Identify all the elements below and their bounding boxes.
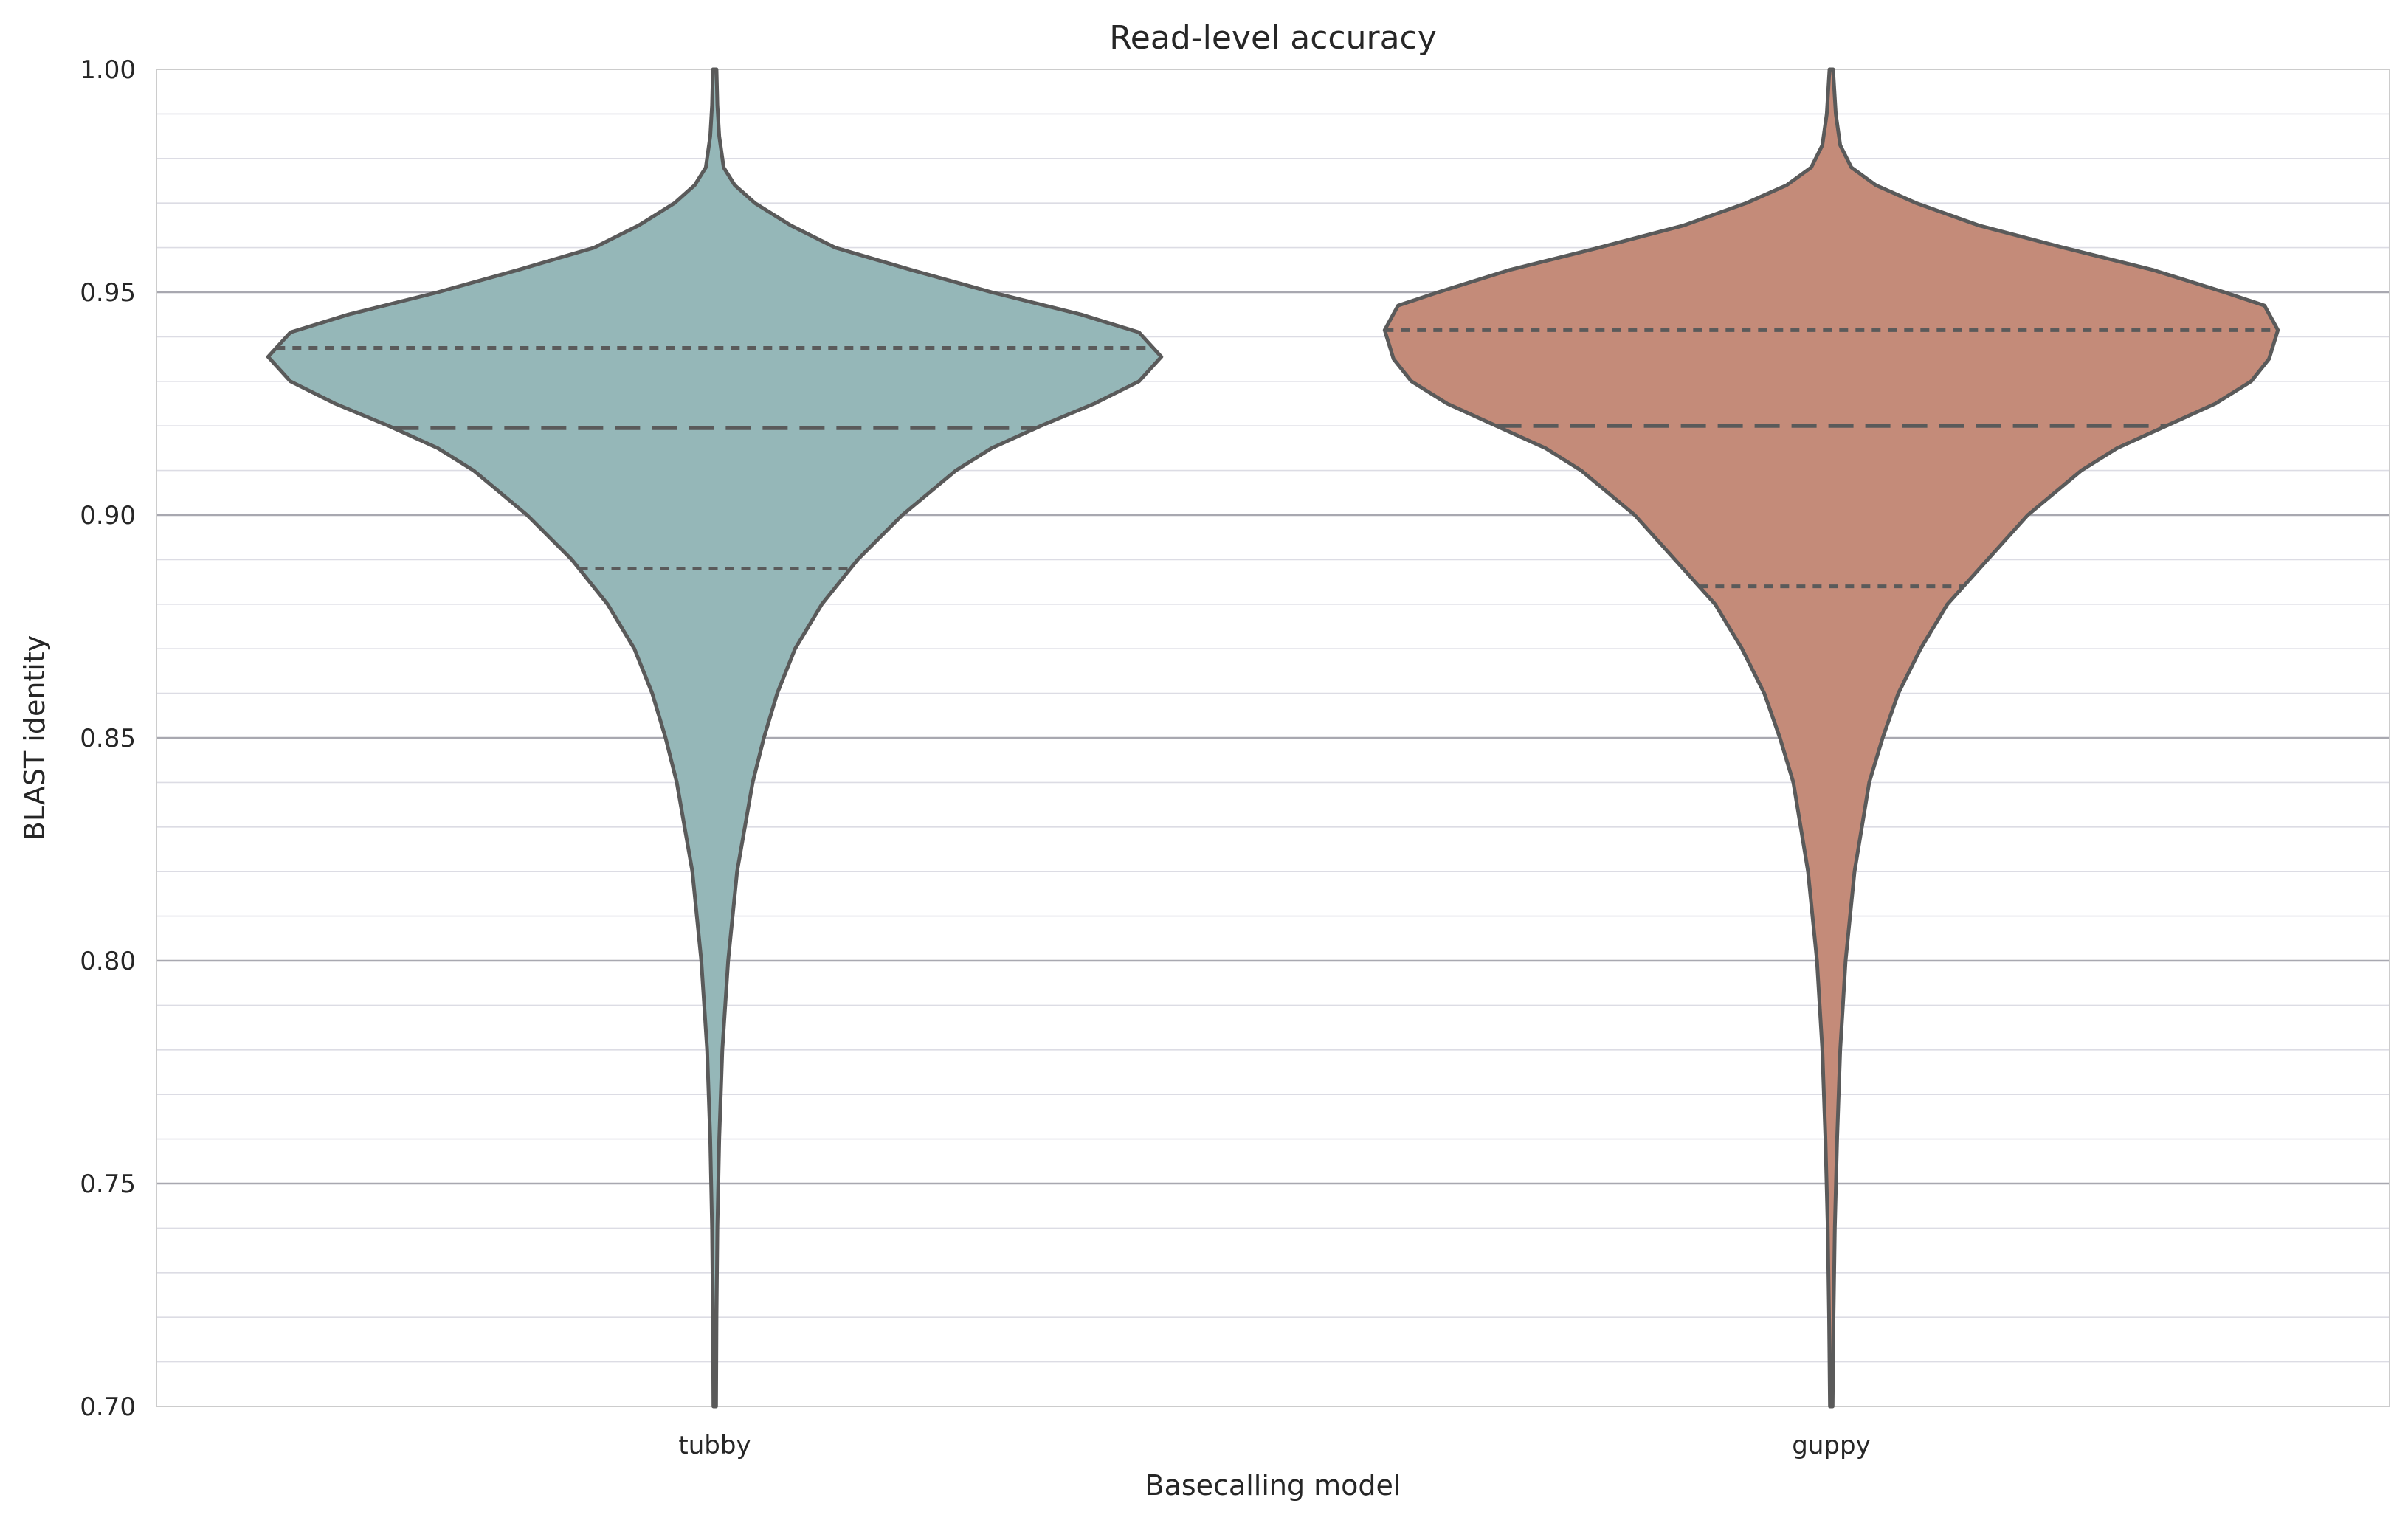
violin-tubby <box>266 67 1164 1409</box>
y-tick-label: 0.85 <box>80 724 136 753</box>
x-axis-label: Basecalling model <box>1145 1469 1401 1502</box>
y-tick-label: 0.70 <box>80 1392 136 1422</box>
y-tick-label: 0.90 <box>80 501 136 531</box>
plot-frame <box>156 69 2390 1407</box>
y-tick-label: 1.00 <box>80 55 136 85</box>
chart-title: Read-level accuracy <box>1109 19 1437 57</box>
x-tick-label-guppy: guppy <box>1792 1431 1870 1460</box>
x-tick-labels: tubby guppy <box>678 1431 1870 1460</box>
x-tick-label-tubby: tubby <box>678 1431 751 1460</box>
y-tick-label: 0.95 <box>80 278 136 308</box>
y-tick-label: 0.75 <box>80 1170 136 1199</box>
y-axis-label: BLAST identity <box>18 635 51 841</box>
y-tick-label: 0.80 <box>80 947 136 976</box>
violins <box>266 67 2280 1409</box>
violin-guppy <box>1382 67 2280 1409</box>
y-tick-labels: 0.70 0.75 0.80 0.85 0.90 0.95 1.00 <box>80 55 136 1422</box>
